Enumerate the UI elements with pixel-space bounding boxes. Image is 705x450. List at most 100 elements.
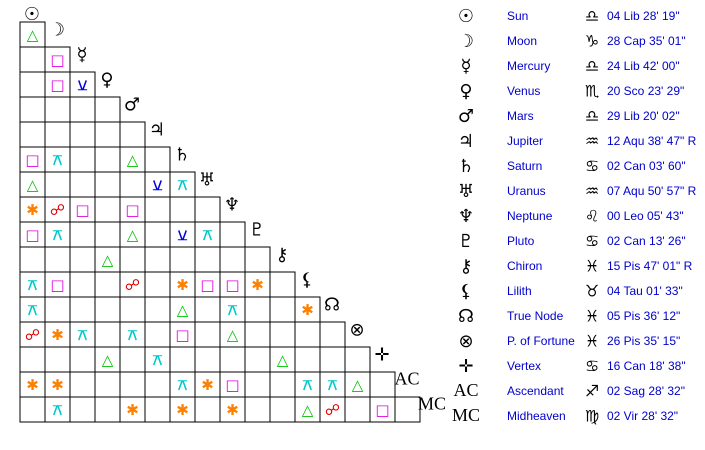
grid-cell xyxy=(119,246,146,273)
planet-glyph: ⚷ xyxy=(275,245,288,266)
grid-cell xyxy=(119,121,146,148)
planet-name: Jupiter xyxy=(507,134,543,148)
planet-position: 07 Aqu 50' 57" R xyxy=(607,184,697,198)
grid-cell xyxy=(69,396,96,423)
grid-cell xyxy=(169,196,196,223)
planet-name: Moon xyxy=(507,34,537,48)
grid-cell xyxy=(269,371,296,398)
planet-position: 02 Can 03' 60" xyxy=(607,159,686,173)
grid-cell xyxy=(294,371,321,398)
planet-glyph: ♄ xyxy=(458,156,474,177)
grid-cell xyxy=(169,271,196,298)
grid-cell xyxy=(144,371,171,398)
grid-cell xyxy=(94,121,121,148)
grid-cell xyxy=(144,146,171,173)
grid-cell xyxy=(144,346,171,373)
planet-glyph: AC xyxy=(453,380,478,400)
grid-cell xyxy=(169,371,196,398)
grid-cell xyxy=(94,196,121,223)
planet-position: 02 Vir 28' 32" xyxy=(607,409,678,423)
planet-glyph: ♇ xyxy=(249,220,265,241)
planet-position: 24 Lib 42' 00" xyxy=(607,59,680,73)
sign-glyph: ♐ xyxy=(585,382,599,401)
grid-cell xyxy=(144,321,171,348)
aspect-symbol: ⚺ xyxy=(178,226,188,244)
planet-name: Sun xyxy=(507,9,528,23)
planet-glyph: ☊ xyxy=(324,295,340,316)
grid-cell xyxy=(119,146,146,173)
aspect-symbol: ⚺ xyxy=(153,176,163,194)
planet-glyph: ☿ xyxy=(76,45,87,66)
sign-glyph: ♓ xyxy=(585,307,599,326)
planet-position: 26 Pis 35' 15" xyxy=(607,334,680,348)
sign-glyph: ♋ xyxy=(585,157,599,176)
planet-name: Saturn xyxy=(507,159,542,173)
planet-name: Midheaven xyxy=(507,409,566,423)
grid-cell xyxy=(69,296,96,323)
grid-cell xyxy=(244,346,271,373)
grid-cell xyxy=(69,96,96,123)
grid-cell xyxy=(344,371,371,398)
grid-cell xyxy=(19,346,46,373)
grid-cell xyxy=(69,371,96,398)
grid-cell xyxy=(169,221,196,248)
grid-cell xyxy=(269,396,296,423)
aspect-symbol: △ xyxy=(102,251,114,269)
grid-cell xyxy=(144,246,171,273)
planet-glyph: ♀ xyxy=(459,81,472,102)
grid-cell xyxy=(69,196,96,223)
aspect-symbol: □ xyxy=(50,51,64,69)
aspect-symbol: □ xyxy=(125,201,139,219)
grid-cell xyxy=(319,346,346,373)
planet-glyph: ☿ xyxy=(460,56,471,77)
grid-cell xyxy=(69,271,96,298)
planet-name: Pluto xyxy=(507,234,535,248)
grid-cell xyxy=(44,246,71,273)
planet-position: 28 Cap 35' 01" xyxy=(607,34,686,48)
sign-glyph: ♋ xyxy=(585,357,599,376)
aspect-symbol: ⚻ xyxy=(128,326,138,344)
grid-cell xyxy=(144,396,171,423)
grid-cell xyxy=(69,221,96,248)
aspect-symbol: □ xyxy=(50,76,64,94)
grid-cell xyxy=(19,96,46,123)
aspect-symbol: ⚻ xyxy=(53,226,63,244)
sign-glyph: ♍ xyxy=(585,407,599,426)
planet-glyph: ☉ xyxy=(458,6,474,27)
planet-glyph: ⊗ xyxy=(458,331,473,352)
grid-cell xyxy=(94,146,121,173)
planet-glyph: ♇ xyxy=(458,231,474,252)
grid-cell xyxy=(19,46,46,73)
grid-cell xyxy=(169,246,196,273)
aspect-symbol: ⚻ xyxy=(228,301,238,319)
planet-glyph: MC xyxy=(418,394,446,414)
aspect-symbol: △ xyxy=(27,26,39,44)
sign-glyph: ♒ xyxy=(585,132,599,151)
aspect-symbol: △ xyxy=(127,151,139,169)
aspect-symbol: ✱ xyxy=(176,276,189,294)
planet-position: 15 Pis 47' 01" R xyxy=(607,259,693,273)
aspect-symbol: △ xyxy=(27,176,39,194)
planet-name: Chiron xyxy=(507,259,542,273)
grid-cell xyxy=(19,171,46,198)
planet-glyph: ✛ xyxy=(458,356,473,377)
planet-name: Vertex xyxy=(507,359,541,373)
aspect-symbol: ⚻ xyxy=(53,151,63,169)
planet-position: 16 Can 18' 38" xyxy=(607,359,686,373)
planet-glyph: ♆ xyxy=(224,195,240,216)
grid-cell xyxy=(194,271,221,298)
grid-cell xyxy=(194,321,221,348)
grid-cell xyxy=(194,246,221,273)
grid-cell xyxy=(94,171,121,198)
grid-cell xyxy=(319,396,346,423)
planet-glyph: ♄ xyxy=(174,145,190,166)
sign-glyph: ♋ xyxy=(585,232,599,251)
planet-glyph: ⊗ xyxy=(349,320,364,341)
sign-glyph: ♌ xyxy=(585,207,599,226)
grid-cell xyxy=(194,396,221,423)
aspect-symbol: ✱ xyxy=(51,326,64,344)
aspect-symbol: ⚻ xyxy=(28,276,38,294)
planet-glyph: ✛ xyxy=(374,345,389,366)
aspect-symbol: □ xyxy=(25,151,39,169)
